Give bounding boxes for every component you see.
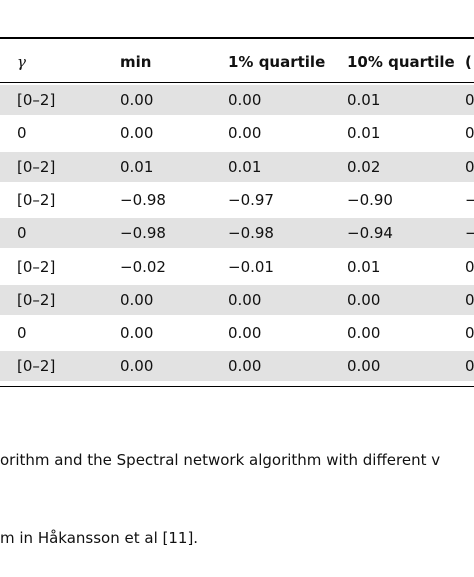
table-cell: 0.00: [347, 324, 381, 342]
table-header-rule: [0, 82, 474, 83]
table-cell: 0.00: [228, 124, 262, 142]
table-cell: 0.01: [120, 158, 154, 176]
table-cell: 0: [465, 291, 474, 309]
table-cell: 0: [465, 258, 474, 276]
table-caption: orithm and the Spectral network algorith…: [0, 395, 474, 577]
table-cell: −0.02: [120, 258, 166, 276]
table-cell: −0.01: [228, 258, 274, 276]
table-cell: 0.00: [120, 124, 154, 142]
table-row: [0–2] 0.00 0.00 0.00 0: [0, 285, 474, 315]
caption-line-2: m in Håkansson et al [11].: [0, 529, 199, 547]
table-cell: 0: [17, 124, 27, 142]
table-cell: [0–2]: [17, 91, 56, 109]
table-cell: 0: [465, 324, 474, 342]
table-cell: −0.98: [228, 224, 274, 242]
table-cell: 0.00: [120, 291, 154, 309]
table-cell: −: [465, 224, 474, 242]
caption-line-1: orithm and the Spectral network algorith…: [0, 451, 441, 469]
table-cell: 0: [465, 91, 474, 109]
table-cell: 0.01: [347, 91, 381, 109]
header-gamma: γ: [17, 53, 26, 71]
table-cell: 0.02: [347, 158, 381, 176]
table-cell: 0.00: [228, 357, 262, 375]
table-cell: 0: [17, 324, 27, 342]
table-row: 0 0.00 0.00 0.00 0: [0, 318, 474, 348]
table-row: [0–2] −0.98 −0.97 −0.90 −: [0, 185, 474, 215]
table-cell: −: [465, 191, 474, 209]
table-cell: 0.01: [347, 124, 381, 142]
table-row: 0 0.00 0.00 0.01 0: [0, 118, 474, 148]
table-row: 0 −0.98 −0.98 −0.94 −: [0, 218, 474, 248]
table-cell: 0: [465, 158, 474, 176]
header-10pct-quartile: 10% quartile: [347, 53, 455, 71]
table-row: [0–2] 0.00 0.00 0.00 0: [0, 351, 474, 381]
table-cell: 0.00: [120, 91, 154, 109]
table-bottom-rule: [0, 386, 474, 387]
table-cell: 0.00: [347, 291, 381, 309]
table-top-rule: [0, 37, 474, 39]
header-next-column: (: [465, 53, 472, 71]
table-cell: [0–2]: [17, 258, 56, 276]
table-row: [0–2] 0.01 0.01 0.02 0: [0, 152, 474, 182]
table-cell: 0.01: [347, 258, 381, 276]
table-cell: [0–2]: [17, 191, 56, 209]
table-cell: 0.00: [347, 357, 381, 375]
table-cell: −0.98: [120, 224, 166, 242]
table-cell: 0.00: [228, 291, 262, 309]
header-1pct-quartile: 1% quartile: [228, 53, 326, 71]
table-cell: −0.90: [347, 191, 393, 209]
table-cell: 0.00: [120, 357, 154, 375]
table-cell: [0–2]: [17, 158, 56, 176]
table-cell: [0–2]: [17, 357, 56, 375]
table-cell: −0.98: [120, 191, 166, 209]
table-cell: 0: [17, 224, 27, 242]
table-cell: 0.00: [228, 91, 262, 109]
table-cell: −0.97: [228, 191, 274, 209]
table-cell: 0.00: [228, 324, 262, 342]
table-cell: 0.01: [228, 158, 262, 176]
table-cell: −0.94: [347, 224, 393, 242]
table-cell: [0–2]: [17, 291, 56, 309]
table-row: [0–2] 0.00 0.00 0.01 0: [0, 85, 474, 115]
header-min: min: [120, 53, 152, 71]
table-row: [0–2] −0.02 −0.01 0.01 0: [0, 252, 474, 282]
table-cell: 0: [465, 124, 474, 142]
table-cell: 0.00: [120, 324, 154, 342]
table-cell: 0: [465, 357, 474, 375]
